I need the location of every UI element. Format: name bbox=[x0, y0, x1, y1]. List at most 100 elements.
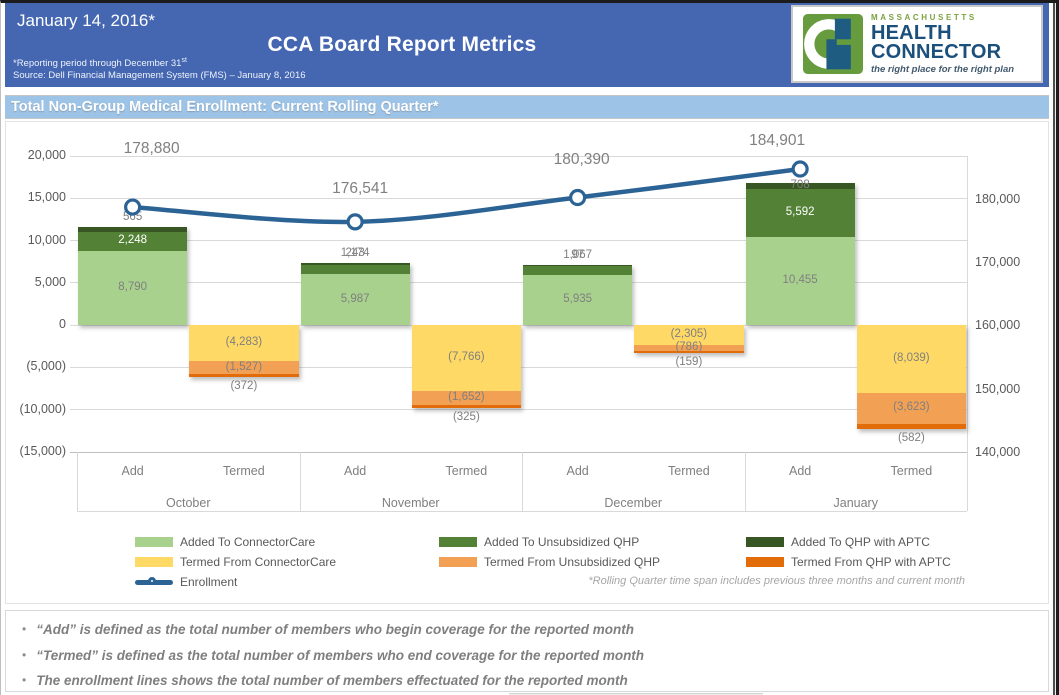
enrollment-chart: 20,000 15,000 10,000 5,000 0 (5,000) (10,000) (… bbox=[6, 122, 1048, 603]
legend-label: Enrollment bbox=[180, 575, 238, 589]
bar-value-label: 565 bbox=[123, 211, 143, 223]
legend-item-enrollment: Enrollment bbox=[135, 575, 237, 589]
bar-add-october bbox=[78, 227, 188, 326]
window-right-edge bbox=[1051, 3, 1059, 695]
bar-value-label: 243 bbox=[345, 246, 365, 259]
bar-segment bbox=[411, 390, 521, 405]
legend-swatch bbox=[439, 537, 477, 547]
bar-value-label: (4,283) bbox=[225, 336, 263, 349]
h-gridline bbox=[70, 155, 967, 157]
bar-termed-december bbox=[634, 325, 744, 353]
bar-value-label: (1,652) bbox=[448, 390, 485, 403]
report-date: January 14, 2016* bbox=[17, 11, 155, 30]
right-axis-tick: 150,000 bbox=[975, 381, 1021, 396]
definition-enrollment-line: • The enrollment lines shows the total n… bbox=[22, 673, 628, 688]
category-label-add: Add bbox=[566, 464, 589, 478]
bar-value-label: 708 bbox=[790, 179, 810, 192]
reporting-period-note: *Reporting period through December 31st bbox=[13, 57, 187, 70]
bar-value-label: (8,039) bbox=[893, 352, 930, 365]
bar-segment bbox=[523, 274, 633, 326]
bar-value-label: (7,766) bbox=[448, 350, 485, 363]
legend-label: Termed From QHP with APTC bbox=[791, 555, 951, 569]
legend-swatch bbox=[746, 537, 784, 547]
left-axis-tick: (5,000) bbox=[26, 359, 66, 374]
enrollment-value-label: 184,901 bbox=[749, 132, 806, 150]
legend-swatch bbox=[746, 557, 784, 567]
bar-value-label: 1,067 bbox=[563, 249, 593, 262]
bar-segment bbox=[856, 423, 966, 429]
bar-segment bbox=[411, 325, 521, 391]
bar-segment bbox=[189, 374, 299, 378]
category-label-termed: Termed bbox=[890, 464, 933, 478]
left-axis-tick: 20,000 bbox=[27, 148, 66, 162]
bar-add-january bbox=[745, 183, 855, 326]
enrollment-value-label: 180,390 bbox=[553, 150, 610, 168]
right-axis-tick: 180,000 bbox=[975, 192, 1021, 206]
bar-value-label: 5,592 bbox=[785, 206, 815, 219]
bar-value-label: (2,305) bbox=[670, 327, 708, 340]
legend-label: Termed From ConnectorCare bbox=[180, 555, 337, 569]
logo-health-text: HEALTH bbox=[871, 21, 952, 44]
bar-value-label: 1,174 bbox=[340, 246, 370, 259]
bar-segment bbox=[189, 361, 299, 375]
report-header: January 14, 2016* CCA Board Report Metri… bbox=[5, 3, 1049, 87]
legend-swatch bbox=[135, 537, 173, 547]
enrollment-value-label: 176,541 bbox=[332, 179, 389, 197]
left-axis-tick: 10,000 bbox=[27, 232, 66, 247]
bar-segment bbox=[523, 265, 633, 266]
bar-segment bbox=[78, 250, 188, 326]
h-gridline bbox=[70, 451, 967, 453]
category-label-termed: Termed bbox=[668, 464, 710, 478]
left-axis-tick: (15,000) bbox=[19, 444, 66, 458]
logo-region-text: MASSACHUSETTS bbox=[871, 12, 977, 22]
month-separator bbox=[77, 452, 78, 511]
bar-value-label: (786) bbox=[675, 340, 703, 353]
report-title: CCA Board Report Metrics bbox=[267, 33, 537, 56]
bar-segment bbox=[300, 274, 410, 326]
legend-line-marker bbox=[148, 577, 156, 585]
month-label: October bbox=[166, 496, 211, 510]
definition-termed: • “Termed” is defined as the total numbe… bbox=[22, 648, 645, 663]
bar-termed-october bbox=[189, 325, 299, 378]
bar-value-label: 10,455 bbox=[782, 273, 818, 286]
legend-item: Termed From Unsubsidized QHP bbox=[439, 555, 660, 569]
bar-segment bbox=[634, 325, 744, 345]
bar-add-november bbox=[300, 262, 410, 326]
plot-right-border bbox=[967, 156, 968, 452]
health-connector-logo-icon bbox=[803, 14, 863, 74]
category-box-bottom bbox=[77, 511, 967, 512]
month-label: December bbox=[604, 496, 663, 510]
h-gridline bbox=[70, 409, 967, 411]
bar-value-label: (582) bbox=[897, 431, 925, 444]
health-connector-logo: MASSACHUSETTS HEALTH CONNECTOR the right… bbox=[791, 5, 1043, 83]
bar-segment bbox=[856, 325, 966, 394]
legend-label: Added To ConnectorCare bbox=[180, 535, 316, 549]
legend-item: Added To QHP with APTC bbox=[746, 535, 930, 549]
bar-add-december bbox=[523, 265, 633, 326]
legend-label: Termed From Unsubsidized QHP bbox=[484, 555, 661, 569]
enrollment-chart-panel: 20,000 15,000 10,000 5,000 0 (5,000) (10,000) (… bbox=[5, 121, 1049, 604]
bar-segment bbox=[745, 236, 855, 326]
bar-segment bbox=[300, 264, 410, 275]
right-axis-tick: 170,000 bbox=[975, 255, 1021, 270]
source-note: Source: Dell Financial Management System… bbox=[13, 70, 306, 81]
bar-value-label: 5,935 bbox=[563, 293, 593, 306]
month-label: November bbox=[381, 496, 440, 510]
bullet-icon: • bbox=[22, 648, 27, 662]
left-axis-tick: 5,000 bbox=[34, 274, 66, 289]
enrollment-value-label: 178,880 bbox=[123, 140, 180, 158]
enrollment-line-path bbox=[132, 166, 801, 225]
section-title: Total Non-Group Medical Enrollment: Curr… bbox=[11, 99, 439, 115]
legend-item: Added To Unsubsidized QHP bbox=[439, 535, 639, 549]
bullet-icon: • bbox=[22, 673, 27, 687]
bar-segment bbox=[78, 231, 188, 251]
bar-segment bbox=[856, 393, 966, 424]
legend-item: Added To ConnectorCare bbox=[135, 535, 315, 549]
category-label-add: Add bbox=[121, 464, 144, 478]
bar-segment bbox=[411, 404, 521, 408]
bar-segment bbox=[78, 227, 188, 232]
bar-value-label: (1,527) bbox=[225, 360, 263, 373]
enrollment-point-marker bbox=[346, 213, 364, 231]
bar-segment bbox=[523, 265, 633, 275]
bar-value-label: (3,623) bbox=[893, 401, 930, 414]
